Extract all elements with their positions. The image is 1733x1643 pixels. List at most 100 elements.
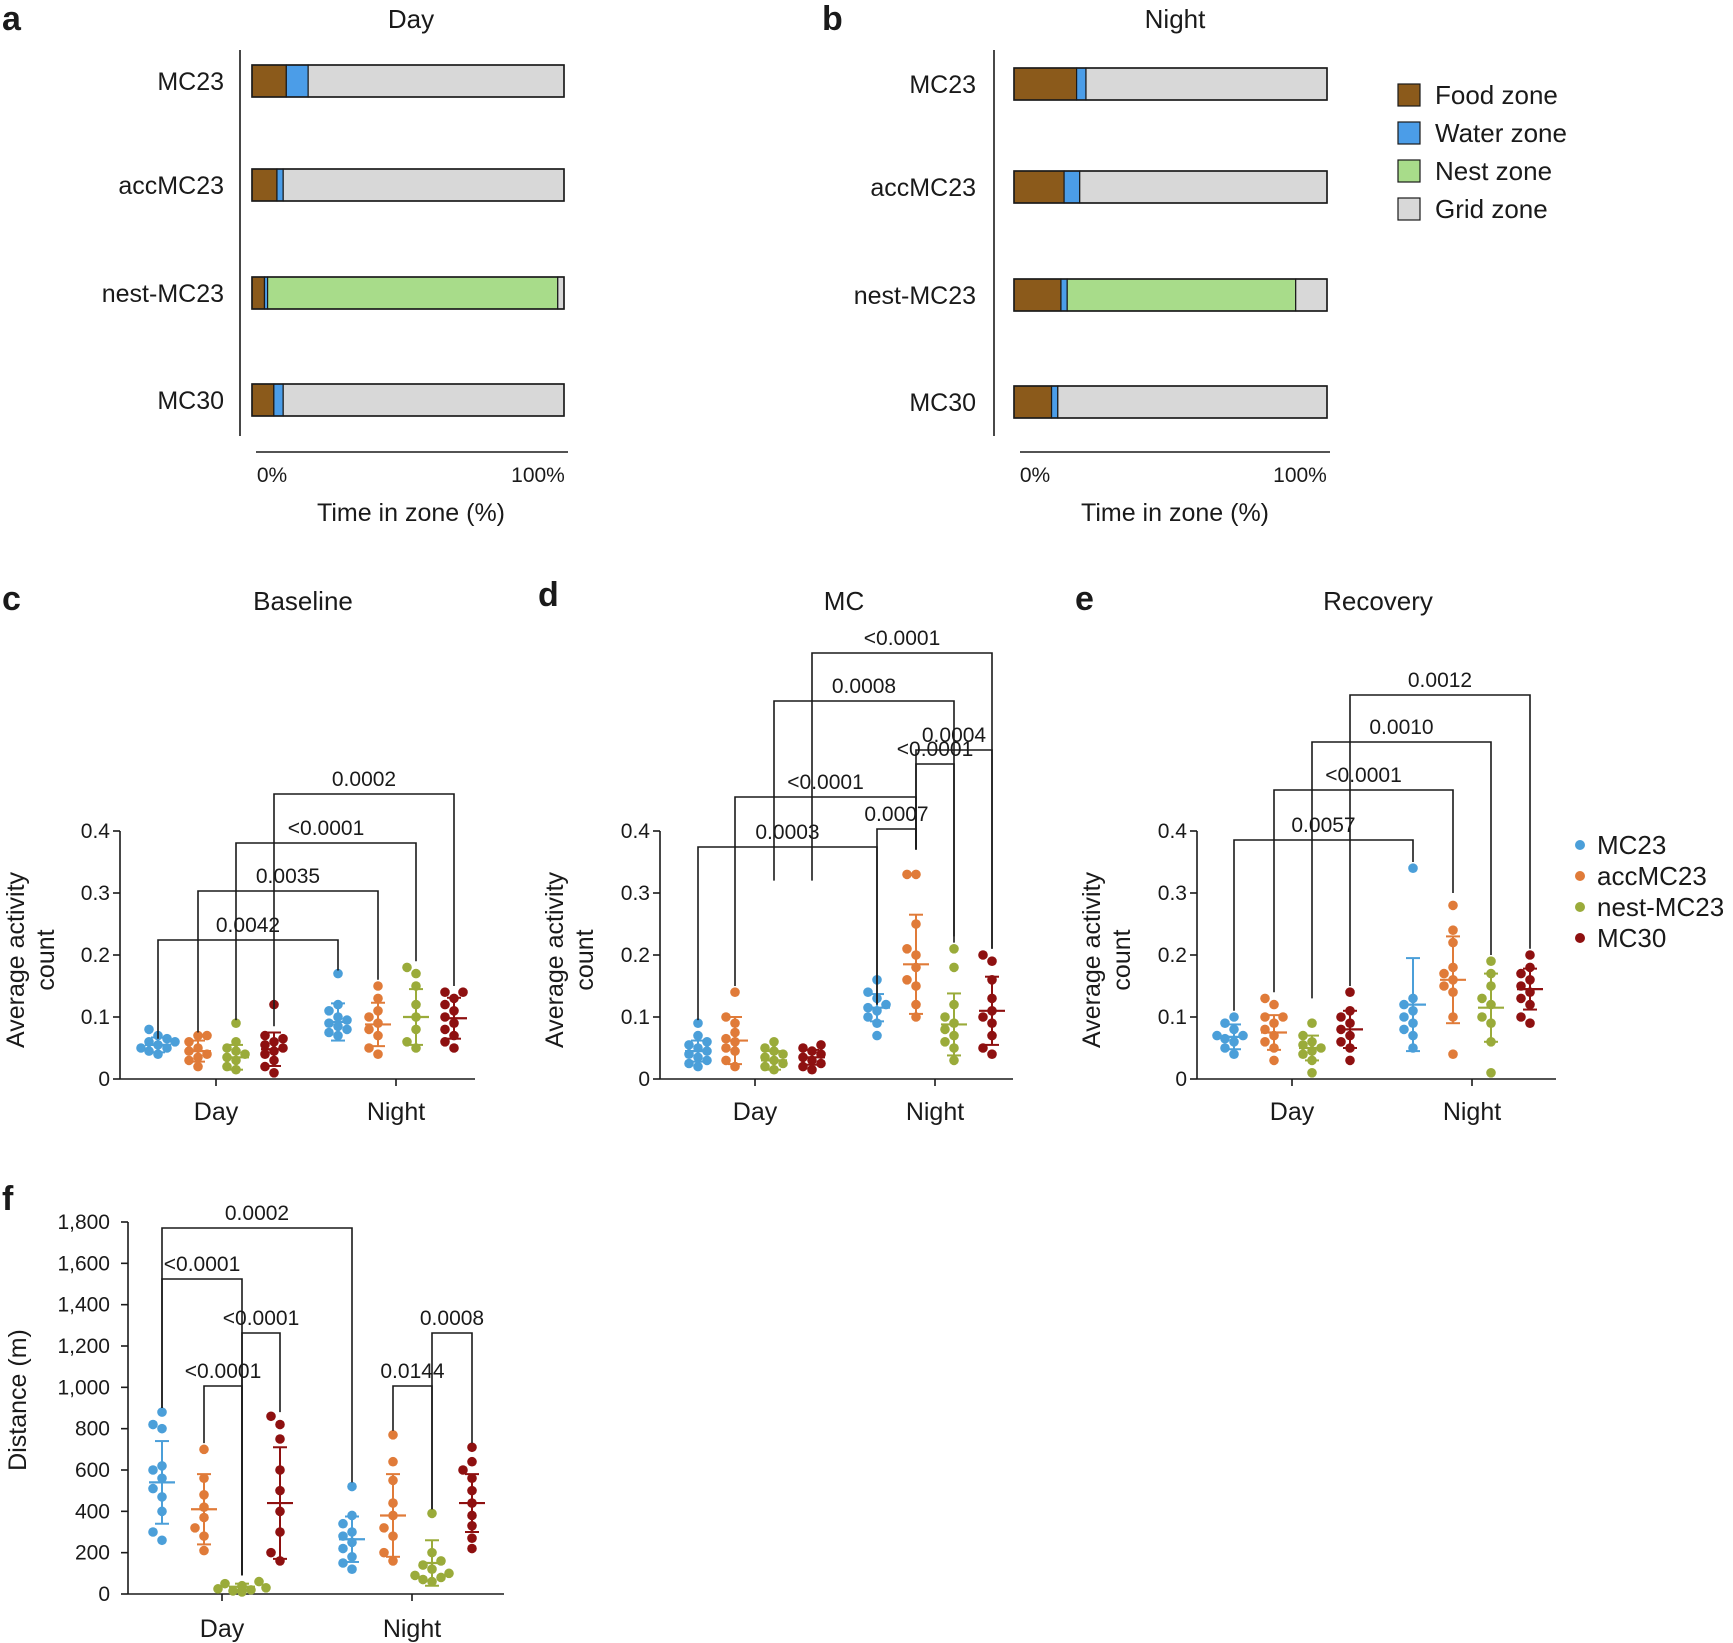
panel-f-point-mc30-day-7	[275, 1419, 285, 1430]
panel-c-point-mc23-night-5	[342, 1015, 352, 1025]
panel-a-label-nest-mc23: nest-MC23	[102, 280, 224, 308]
panel-c-bracket-1	[197, 890, 379, 1033]
legend-label-mc30: MC30	[1597, 923, 1666, 953]
panel-f-y-axis-title: Distance (m)	[4, 1329, 32, 1471]
panel-d-point-accmc23-day-8	[721, 1012, 731, 1022]
panel-c-point-mc30-day-1	[260, 1061, 270, 1072]
panel-a-xtick-0: 0%	[257, 464, 287, 487]
legend-label-food-zone: Food zone	[1435, 80, 1558, 110]
panel-f-point-mc23-night-9	[347, 1481, 357, 1492]
panel-f-point-mc23-day-4	[148, 1483, 158, 1494]
panel-a-mc23-bar-outline	[251, 64, 565, 98]
panel-letter-b: b	[822, 0, 843, 38]
panel-f-point-nest-mc23-day-3	[213, 1584, 223, 1594]
panel-b-accmc23-bar-outline	[1013, 170, 1328, 204]
panel-d-xtick-label-day: Day	[733, 1098, 778, 1126]
panel-f-point-mc30-night-9	[467, 1442, 477, 1453]
panel-d-point-mc30-night-9	[978, 950, 988, 960]
panel-e-point-mc30-night-7	[1516, 968, 1526, 979]
panel-c-xtick-label-day: Day	[194, 1098, 239, 1126]
legend-label-grid-zone: Grid zone	[1435, 194, 1548, 224]
panel-f-bracket-3	[203, 1385, 243, 1576]
panel-a-nest-mc23-nest-zone-segment	[267, 276, 559, 310]
panel-d-point-mc23-night-0	[872, 1030, 882, 1041]
panel-d-bracket-6	[811, 652, 993, 949]
panel-e-point-mc30-night-0	[1525, 1018, 1535, 1028]
panel-e-bracket-label-1: <0.0001	[1325, 764, 1402, 787]
panel-d-ytick-label-0: 0	[638, 1068, 650, 1091]
panel-c-point-accmc23-night-8	[373, 981, 383, 991]
panel-d-point-accmc23-night-6	[902, 944, 912, 954]
panel-c-point-mc23-day-3	[136, 1043, 146, 1053]
panel-f-point-mc30-day-1	[266, 1547, 276, 1558]
panel-c-bracket-label-1: 0.0035	[256, 865, 320, 888]
panel-e-ytick-label-2: 0.2	[1158, 944, 1187, 967]
panel-d-point-mc23-day-9	[693, 1030, 703, 1041]
panel-c-point-mc23-day-9	[144, 1024, 154, 1035]
panel-e-ytick-label-3: 0.3	[1158, 882, 1187, 905]
panel-f-point-mc23-night-8	[347, 1510, 357, 1521]
panel-d-point-accmc23-day-3	[721, 1043, 731, 1053]
panel-a-nest-mc23-grid-zone-segment	[557, 276, 565, 310]
panel-c-point-mc23-night-1	[324, 1027, 334, 1038]
panel-a-mc23-water-zone-segment	[285, 64, 309, 98]
panel-f-point-mc23-night-7	[338, 1518, 348, 1529]
panel-d-bracket-label-1: <0.0001	[787, 771, 864, 794]
panel-b-stacked-bar-chart: Night 0% 100% Time in zone (%) MC23 accMC…	[854, 4, 1330, 527]
panel-d-point-mc23-day-1	[684, 1058, 694, 1069]
legend-dot-mc30	[1575, 933, 1585, 943]
panel-e-point-mc23-day-7	[1220, 1018, 1230, 1028]
panel-a-xtick-100: 100%	[511, 464, 565, 487]
panel-c-xtick-label-night: Night	[367, 1098, 425, 1126]
panel-f-point-accmc23-night-0	[388, 1556, 398, 1566]
panel-e-point-mc30-day-0	[1345, 1055, 1355, 1066]
panel-f-xtick-label-night: Night	[383, 1615, 441, 1643]
panel-e-point-nest-mc23-day-7	[1298, 1030, 1308, 1041]
panel-e-bracket-label-3: 0.0012	[1408, 669, 1472, 692]
panel-e-point-mc23-day-1	[1220, 1043, 1230, 1053]
panel-c-ytick-label-1: 0.1	[81, 1006, 110, 1029]
legend-dot-accmc23	[1575, 871, 1585, 881]
panel-f-xtick-label-day: Day	[200, 1615, 245, 1643]
panel-c-point-mc23-night-7	[324, 1006, 334, 1016]
panel-f-bracket-label-3: <0.0001	[185, 1360, 262, 1383]
panel-e-point-nest-mc23-day-8	[1307, 1018, 1317, 1028]
panel-f-point-accmc23-day-7	[199, 1444, 209, 1455]
panel-a-label-accmc23: accMC23	[118, 172, 224, 200]
panel-f-point-mc23-day-10	[157, 1407, 167, 1417]
panel-c-ytick-label-2: 0.2	[81, 944, 110, 967]
panel-f-ytick-label-0: 0	[98, 1583, 110, 1606]
panel-e-ytick-label-4: 0.4	[1158, 820, 1188, 843]
panel-b-nest-mc23-grid-zone-segment	[1295, 278, 1328, 312]
panel-c-point-mc30-day-6	[260, 1040, 270, 1050]
panel-letter-d: d	[538, 576, 559, 614]
panel-letter-a: a	[2, 0, 22, 38]
panel-f-ytick-label-2: 400	[75, 1500, 110, 1523]
panel-b-xtick-100: 100%	[1273, 464, 1327, 487]
panel-f-point-mc30-night-7	[458, 1465, 468, 1475]
panel-a-mc23-food-zone-segment	[251, 64, 287, 98]
panel-c-point-mc30-night-3	[440, 1024, 450, 1035]
panel-e-point-accmc23-day-9	[1260, 993, 1270, 1004]
panel-e-point-mc30-night-3	[1516, 993, 1526, 1004]
panel-b-accmc23-water-zone-segment	[1063, 170, 1081, 204]
panel-f-point-mc23-day-1	[148, 1527, 158, 1537]
panel-c-point-mc30-day-3	[260, 1049, 270, 1059]
panel-d-point-mc23-day-8	[702, 1037, 712, 1047]
panel-c-bracket-0	[157, 939, 339, 1039]
panel-c-point-accmc23-day-8	[202, 1030, 212, 1041]
panel-c-point-mc30-night-10	[458, 987, 468, 997]
panel-letter-e: e	[1075, 580, 1094, 618]
panel-f-point-nest-mc23-day-1	[228, 1586, 238, 1596]
panel-f-ytick-label-9: 1,800	[57, 1211, 110, 1234]
panel-c-ytick-label-3: 0.3	[81, 882, 110, 905]
panel-d-point-nest-mc23-night-6	[940, 1012, 950, 1022]
panel-e-bracket-label-0: 0.0057	[1291, 814, 1355, 837]
legend-item-nest-mc23: nest-MC23	[1575, 892, 1724, 922]
legend-item-nest-zone: Nest zone	[1397, 156, 1552, 186]
panel-c-ytick-label-4: 0.4	[81, 820, 111, 843]
panel-f-bracket-label-1: <0.0001	[164, 1253, 241, 1276]
panel-a-x-axis-title: Time in zone (%)	[317, 499, 505, 527]
panel-d-ytick-label-3: 0.3	[621, 882, 650, 905]
